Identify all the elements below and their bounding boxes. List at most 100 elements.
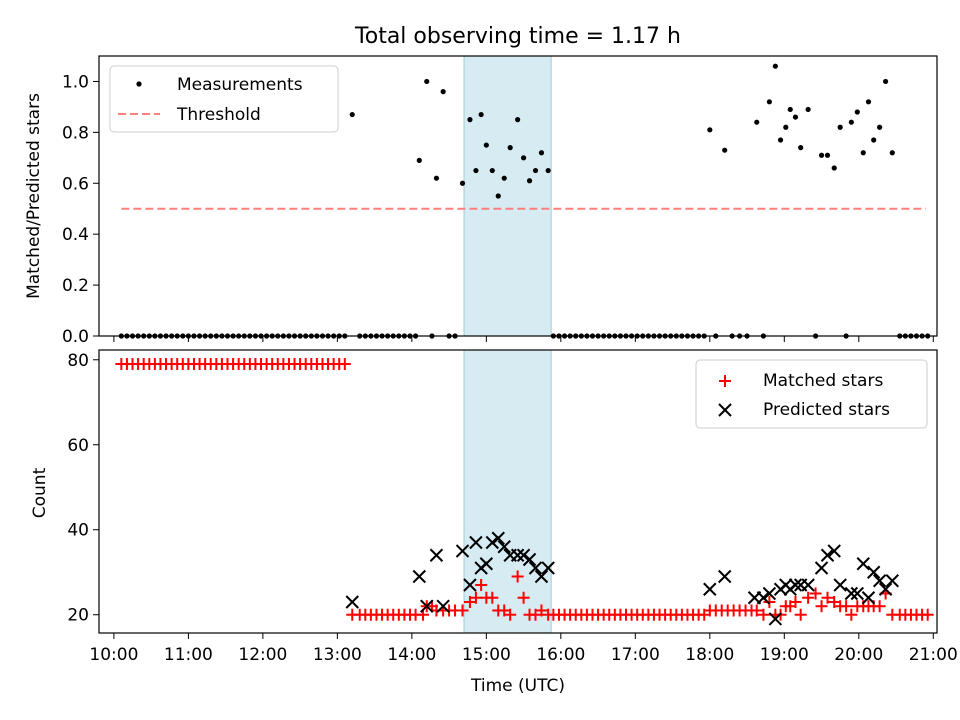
- matched-star-point: [469, 591, 482, 604]
- predicted-star-point: [756, 591, 771, 605]
- y-tick-label: 20: [67, 606, 89, 626]
- measurement-point: [831, 165, 837, 171]
- x-tick-label: 16:00: [536, 645, 585, 665]
- measurement-point: [349, 111, 355, 118]
- measurement-point: [805, 106, 811, 113]
- matched-star-point: [809, 587, 822, 600]
- measurement-point: [501, 175, 507, 181]
- measurement-point: [467, 117, 473, 123]
- y-tick-label: 0.4: [62, 225, 89, 245]
- measurement-point: [787, 106, 793, 113]
- x-tick-label: 17:00: [611, 645, 660, 665]
- matched-star-point: [789, 595, 802, 608]
- y-tick-label: 0.0: [62, 327, 89, 347]
- predicted-star-point: [479, 557, 494, 571]
- measurement-point: [871, 137, 877, 143]
- bottom-x-ticks: 10:00 11:00 12:00 13:00 14:00 15:00 16:00 17:00…: [89, 633, 958, 665]
- matched-star-point: [511, 570, 524, 583]
- predicted-star-point: [463, 578, 477, 592]
- bottom-y-axis-label: Count: [30, 467, 50, 518]
- predicted-star-point: [510, 548, 525, 562]
- predicted-star-point: [420, 599, 434, 613]
- measurement-point: [824, 152, 831, 158]
- matched-star-point: [757, 608, 770, 621]
- matched-star-point: [517, 591, 530, 604]
- measurement-point: [538, 150, 545, 156]
- measurement-point: [889, 150, 895, 156]
- bottom-axes-frame: [98, 349, 938, 634]
- measurement-point: [792, 114, 799, 120]
- x-tick-label: 10:00: [89, 645, 138, 665]
- measurement-point: [722, 147, 728, 153]
- predicted-star-point: [455, 544, 470, 558]
- measurement-point: [777, 137, 784, 143]
- top-panel: 0.0 0.2 0.4 0.6 0.8 1.0 Matched/Predicted sta…: [24, 55, 938, 347]
- top-y-ticks: 0.0 0.2 0.4 0.6 0.8 1.0: [62, 72, 99, 347]
- figure-title: Total observing time = 1.17 h: [354, 24, 681, 49]
- predicted-star-point: [469, 535, 483, 550]
- predicted-star-point: [717, 569, 732, 584]
- y-tick-label: 80: [67, 351, 89, 371]
- matched-star-point: [535, 604, 548, 617]
- x-tick-label: 11:00: [164, 645, 213, 665]
- measurement-point: [707, 127, 713, 133]
- bottom-shaded-span: [463, 349, 552, 634]
- predicted-star-point: [497, 540, 511, 554]
- measurement-point: [532, 167, 539, 174]
- bottom-legend: Matched stars Predicted stars: [695, 359, 928, 429]
- matched-star-point: [815, 600, 828, 613]
- measurement-point: [416, 157, 422, 163]
- predicted-star-point: [788, 578, 803, 592]
- y-tick-label: 0.6: [62, 174, 89, 194]
- predicted-star-point: [345, 595, 359, 609]
- x-tick-label: 14:00: [387, 645, 436, 665]
- predicted-star-point: [878, 582, 893, 596]
- legend-measurements-marker: [136, 81, 142, 87]
- measurement-point: [424, 78, 430, 85]
- predicted-star-point: [872, 574, 887, 588]
- x-tick-label: 19:00: [760, 645, 809, 665]
- measurement-point: [483, 142, 489, 148]
- predicted-star-point: [768, 612, 783, 626]
- predicted-star-point: [833, 578, 847, 592]
- y-tick-label: 0.2: [62, 276, 89, 296]
- legend-threshold-label: Threshold: [176, 105, 261, 125]
- predicted-star-point: [534, 569, 549, 584]
- predicted-star-point: [485, 535, 500, 550]
- measurement-point: [515, 117, 521, 123]
- x-tick-label: 12:00: [238, 645, 287, 665]
- top-legend: Measurements Threshold: [109, 65, 339, 133]
- bottom-marks: [115, 358, 934, 626]
- predicted-star-point: [703, 582, 717, 596]
- y-tick-label: 1.0: [62, 72, 89, 92]
- measurement-point: [459, 180, 466, 186]
- measurement-point: [478, 111, 484, 118]
- predicted-star-point: [827, 544, 841, 558]
- matched-star-point: [821, 591, 834, 604]
- measurement-point: [473, 167, 479, 174]
- predicted-star-point: [844, 586, 859, 601]
- predicted-star-point: [801, 578, 815, 592]
- x-tick-label: 20:00: [834, 645, 883, 665]
- measurement-point: [848, 119, 854, 125]
- top-legend-box: [109, 65, 339, 133]
- measurement-point: [772, 63, 778, 69]
- y-tick-label: 0.8: [62, 123, 89, 143]
- predicted-star-point: [866, 565, 881, 579]
- predicted-star-point: [436, 599, 450, 613]
- bottom-y-ticks: 20 40 60 80: [67, 351, 99, 626]
- measurement-point: [860, 150, 866, 156]
- matched-star-point: [840, 600, 853, 613]
- matched-star-point: [802, 591, 815, 604]
- measurement-point: [877, 124, 883, 130]
- y-tick-label: 40: [67, 521, 89, 541]
- predicted-star-point: [522, 552, 537, 567]
- top-y-axis-label: Matched/Predicted stars: [24, 93, 44, 299]
- top-shaded-span: [463, 55, 552, 337]
- matched-star-point: [794, 608, 807, 621]
- predicted-star-point: [814, 561, 829, 575]
- measurement-point: [754, 119, 760, 125]
- measurement-point: [495, 193, 501, 199]
